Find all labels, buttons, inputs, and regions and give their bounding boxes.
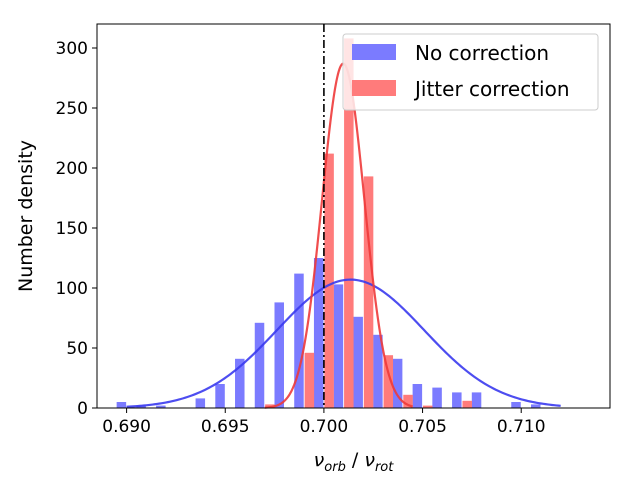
bar-series1-1: [304, 352, 315, 408]
bar-series0-3: [195, 398, 206, 408]
bar-series0-7: [274, 302, 284, 408]
legend: No correction Jitter correction: [342, 33, 599, 111]
bar-series1-4: [363, 176, 374, 408]
fit-curve-series1: [264, 62, 413, 409]
bar-series0-18: [511, 402, 521, 408]
bar-series0-16: [452, 392, 462, 408]
x-label-sub-orb: orb: [324, 460, 346, 475]
y-tick-label-6: 300: [56, 39, 88, 59]
x-label-separator: /: [346, 449, 364, 471]
x-label-sub-rot: rot: [375, 460, 394, 475]
x-axis-ticks: 0.690 0.695 0.700 0.705 0.710: [102, 408, 546, 437]
bar-series0-15: [432, 387, 442, 408]
y-axis-label: Number density: [15, 140, 37, 292]
bar-series1-8: [462, 400, 472, 408]
y-tick-label-0: 0: [77, 399, 88, 419]
plot-frame: [96, 23, 611, 409]
legend-label-no-correction: No correction: [415, 41, 549, 65]
x-tick-label-0: 0.690: [102, 417, 151, 437]
bar-series1-7: [423, 405, 433, 408]
legend-box: [342, 33, 599, 111]
x-tick-label-4: 0.710: [497, 417, 546, 437]
y-tick-label-5: 250: [56, 99, 88, 119]
y-tick-label-1: 50: [66, 339, 88, 359]
fit-curves-layer: [126, 62, 561, 409]
bar-series0-12: [373, 334, 383, 408]
x-label-nu-rot: ν: [364, 449, 375, 471]
bar-series0-17: [471, 392, 482, 408]
legend-swatch-jitter-correction: [352, 80, 396, 96]
bar-series0-2: [156, 405, 166, 408]
x-tick-label-3: 0.705: [398, 417, 447, 437]
bar-series1-3: [344, 38, 354, 409]
bar-series1-5: [383, 355, 394, 408]
x-label-nu-orb: ν: [314, 449, 325, 471]
bar-series0-10: [333, 284, 344, 408]
bar-series0-4: [215, 384, 225, 408]
bar-series0-6: [254, 322, 265, 408]
x-tick-label-2: 0.700: [300, 417, 349, 437]
bar-series0-0: [116, 402, 127, 408]
bar-series0-19: [530, 404, 541, 408]
legend-label-jitter-correction: Jitter correction: [413, 77, 570, 101]
x-axis-label: νorb / νrot: [314, 449, 395, 475]
x-tick-label-1: 0.695: [201, 417, 250, 437]
bars-layer: [116, 38, 541, 409]
bar-series1-6: [403, 394, 413, 408]
bar-series0-14: [412, 384, 423, 408]
bar-series0-11: [353, 316, 363, 408]
bar-series1-2: [324, 153, 334, 408]
bar-series0-5: [235, 358, 245, 408]
y-tick-label-3: 150: [56, 219, 88, 239]
y-axis-ticks: 0 50 100 150 200 250 300: [56, 39, 97, 419]
bar-series0-13: [392, 358, 403, 408]
bar-series0-8: [294, 273, 304, 408]
fit-curve-series0: [126, 278, 561, 408]
y-tick-label-2: 100: [56, 279, 88, 299]
y-tick-label-4: 200: [56, 159, 88, 179]
bar-series0-9: [313, 258, 324, 408]
legend-swatch-no-correction: [352, 44, 396, 60]
